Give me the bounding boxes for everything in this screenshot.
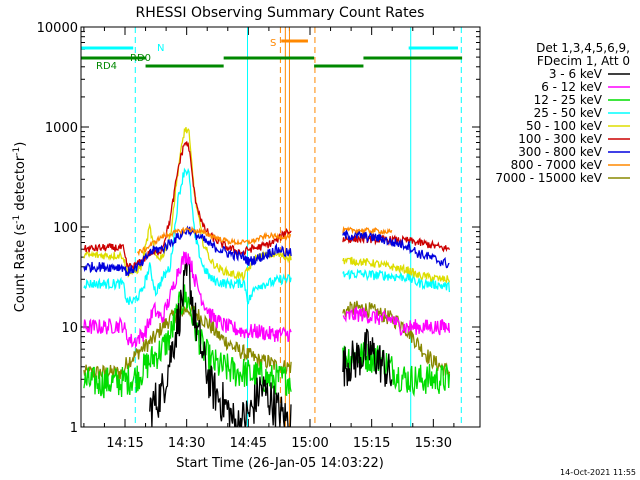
series-50-100-kev-line-2: [342, 256, 451, 284]
series-6-12-kev-line: [83, 251, 292, 349]
series-25-50-kev-line-2: [342, 268, 451, 293]
x-axis-label: Start Time (26-Jan-05 14:03:22): [176, 456, 384, 471]
footer-timestamp: 14-Oct-2021 11:55: [560, 468, 636, 477]
legend: Det 1,3,4,5,6,9,FDecim 1, Att 03 - 6 keV…: [495, 41, 630, 185]
plot-frame: [80, 26, 481, 428]
legend-label: 100 - 300 keV: [518, 132, 602, 146]
x-tick-label: 15:30: [415, 436, 452, 451]
y-axis-label-end: ): [13, 142, 28, 147]
state-annotations: N RD0 RD4 S: [96, 38, 276, 72]
annotation-s: S: [270, 38, 276, 49]
series-3-6-kev-line: [149, 259, 292, 427]
legend-label: 7000 - 15000 keV: [495, 171, 602, 185]
series-100-300-kev-line-2: [342, 233, 450, 253]
series-100-300-kev-line: [83, 141, 292, 271]
series-300-800-kev-line-2: [342, 228, 450, 269]
annotation-n: N: [157, 43, 164, 54]
series-800-7000-kev-line: [136, 225, 292, 257]
legend-label: 25 - 50 keV: [534, 106, 603, 120]
series-25-50-kev-line: [83, 167, 292, 305]
y-axis-label-sup1: -1: [12, 215, 22, 224]
chart-title: RHESSI Observing Summary Count Rates: [136, 5, 425, 21]
x-tick-label: 14:15: [106, 436, 143, 451]
series-300-800-kev-line: [83, 225, 292, 277]
series-12-25-kev-line: [83, 284, 292, 399]
y-tick-label: 1000: [45, 121, 78, 136]
y-tick-label: 100: [53, 221, 78, 236]
y-axis-label-mid: detector: [13, 155, 28, 215]
series-12-25-kev-line-2: [342, 342, 451, 397]
series-7000-15000-kev-line-2: [342, 300, 451, 378]
tick-labels: 1 10 100 1000 10000 14:15 14:30 14:45 15:00 15:15…: [37, 21, 452, 451]
series-3-6-kev-line-2: [342, 328, 393, 387]
series-group: [83, 127, 451, 427]
y-tick-label: 1: [70, 421, 78, 436]
legend-label: 800 - 7000 keV: [511, 158, 603, 172]
y-axis-label-main: Count Rate (s: [13, 224, 28, 313]
x-tick-label: 15:00: [291, 436, 328, 451]
legend-label: 3 - 6 keV: [549, 67, 603, 81]
state-bars: [81, 39, 463, 68]
y-axis-label: Count Rate (s-1 detector-1): [12, 142, 28, 313]
y-axis-label-sup2: -1: [12, 147, 22, 156]
x-tick-label: 14:30: [168, 436, 205, 451]
annotation-rd0: RD0: [130, 53, 151, 64]
x-tick-label: 15:15: [353, 436, 390, 451]
legend-header: FDecim 1, Att 0: [537, 54, 630, 68]
legend-label: 12 - 25 keV: [534, 93, 603, 107]
y-tick-label: 10000: [37, 21, 78, 36]
series-800-7000-kev-line-2: [342, 225, 393, 236]
y-tick-label: 10: [61, 321, 78, 336]
x-tick-label: 14:45: [230, 436, 267, 451]
legend-label: 300 - 800 keV: [518, 145, 602, 159]
legend-label: 6 - 12 keV: [541, 80, 603, 94]
annotation-rd4: RD4: [96, 61, 117, 72]
series-6-12-kev-line-2: [342, 306, 451, 336]
legend-header: Det 1,3,4,5,6,9,: [536, 41, 630, 55]
axes-group: [81, 26, 480, 428]
legend-label: 50 - 100 keV: [526, 119, 603, 133]
series-50-100-kev-line: [83, 127, 292, 282]
